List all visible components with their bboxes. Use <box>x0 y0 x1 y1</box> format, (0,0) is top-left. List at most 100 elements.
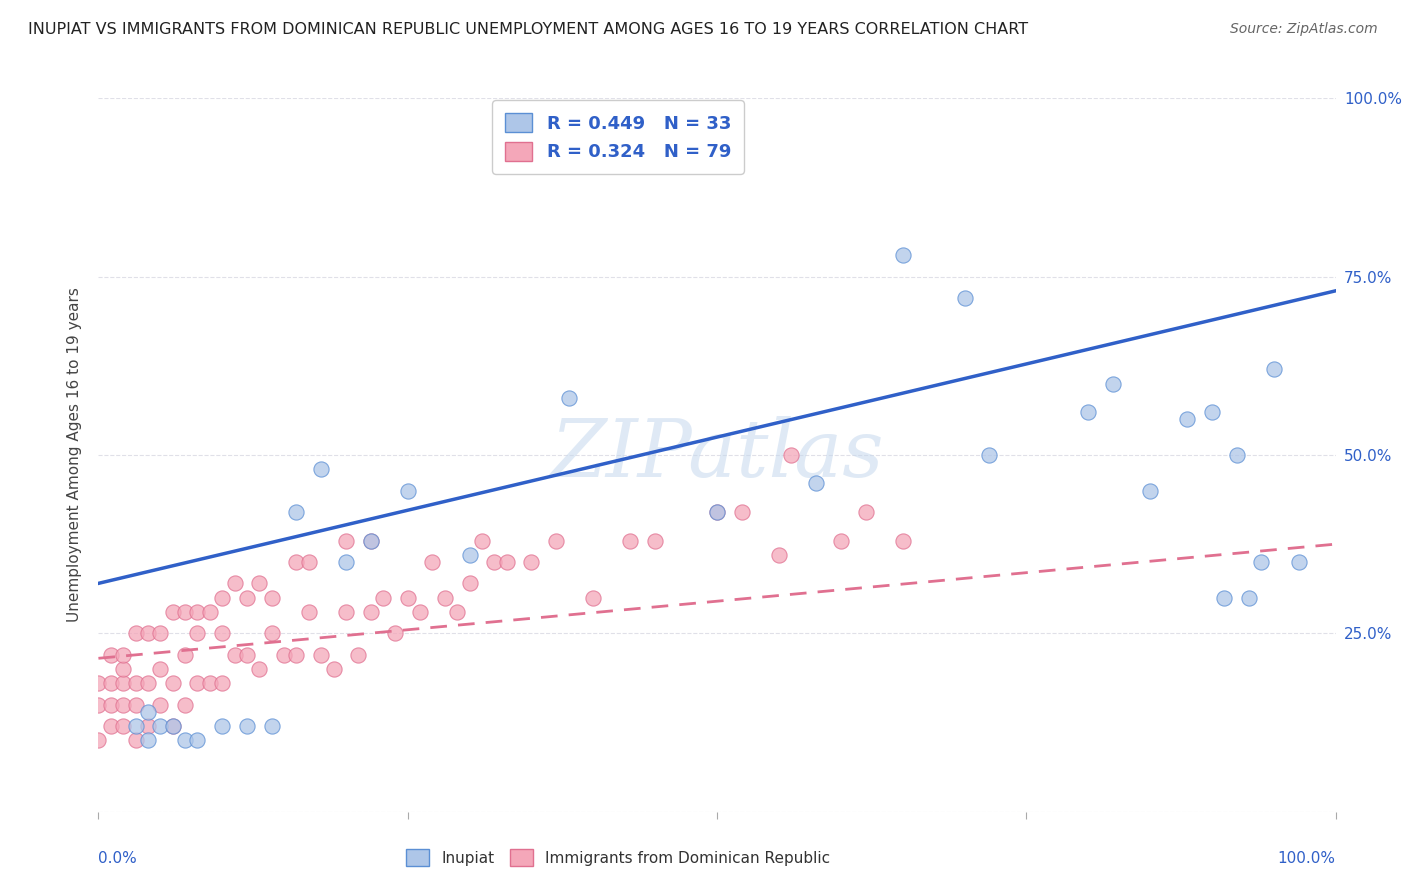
Point <box>396 591 419 605</box>
Point <box>198 676 221 690</box>
Point <box>112 662 135 676</box>
Point <box>186 676 208 690</box>
Text: 0.0%: 0.0% <box>98 851 138 866</box>
Point <box>211 626 233 640</box>
Point <box>495 555 517 569</box>
Point <box>409 605 432 619</box>
Point <box>224 648 246 662</box>
Point <box>100 648 122 662</box>
Point <box>396 483 419 498</box>
Point <box>87 676 110 690</box>
Point <box>1102 376 1125 391</box>
Point <box>124 698 146 712</box>
Point <box>582 591 605 605</box>
Point <box>87 698 110 712</box>
Point <box>211 719 233 733</box>
Point <box>1226 448 1249 462</box>
Point <box>360 605 382 619</box>
Point <box>162 676 184 690</box>
Point <box>619 533 641 548</box>
Point <box>285 505 308 519</box>
Point <box>198 605 221 619</box>
Point <box>644 533 666 548</box>
Point <box>953 291 976 305</box>
Point <box>484 555 506 569</box>
Point <box>422 555 444 569</box>
Point <box>768 548 790 562</box>
Point <box>149 698 172 712</box>
Point <box>87 733 110 747</box>
Point <box>1213 591 1236 605</box>
Point <box>136 719 159 733</box>
Point <box>979 448 1001 462</box>
Point <box>224 576 246 591</box>
Point <box>273 648 295 662</box>
Point <box>347 648 370 662</box>
Point <box>891 533 914 548</box>
Point <box>236 648 259 662</box>
Point <box>298 555 321 569</box>
Point <box>149 662 172 676</box>
Point <box>149 626 172 640</box>
Point <box>1288 555 1310 569</box>
Point <box>285 648 308 662</box>
Point <box>236 719 259 733</box>
Point <box>124 626 146 640</box>
Point <box>1139 483 1161 498</box>
Point <box>1175 412 1198 426</box>
Point <box>335 533 357 548</box>
Point <box>731 505 754 519</box>
Point <box>446 605 468 619</box>
Point <box>136 705 159 719</box>
Point <box>112 676 135 690</box>
Point <box>260 626 283 640</box>
Point <box>335 555 357 569</box>
Point <box>1201 405 1223 419</box>
Point <box>546 533 568 548</box>
Point <box>149 719 172 733</box>
Point <box>136 733 159 747</box>
Point <box>309 648 332 662</box>
Point <box>112 698 135 712</box>
Point <box>855 505 877 519</box>
Point <box>236 591 259 605</box>
Point <box>211 676 233 690</box>
Legend: Inupiat, Immigrants from Dominican Republic: Inupiat, Immigrants from Dominican Repub… <box>401 843 837 871</box>
Point <box>260 591 283 605</box>
Point <box>360 533 382 548</box>
Point <box>124 733 146 747</box>
Point <box>162 719 184 733</box>
Point <box>458 548 481 562</box>
Point <box>112 648 135 662</box>
Point <box>247 662 270 676</box>
Point <box>174 733 197 747</box>
Text: ZIPatlas: ZIPatlas <box>550 417 884 493</box>
Point <box>124 676 146 690</box>
Point <box>557 391 579 405</box>
Text: 100.0%: 100.0% <box>1278 851 1336 866</box>
Point <box>1250 555 1272 569</box>
Point <box>1077 405 1099 419</box>
Text: INUPIAT VS IMMIGRANTS FROM DOMINICAN REPUBLIC UNEMPLOYMENT AMONG AGES 16 TO 19 Y: INUPIAT VS IMMIGRANTS FROM DOMINICAN REP… <box>28 22 1028 37</box>
Point <box>211 591 233 605</box>
Point <box>520 555 543 569</box>
Point <box>162 719 184 733</box>
Point <box>100 719 122 733</box>
Point <box>260 719 283 733</box>
Point <box>458 576 481 591</box>
Point <box>433 591 456 605</box>
Point <box>371 591 394 605</box>
Point <box>335 605 357 619</box>
Text: Source: ZipAtlas.com: Source: ZipAtlas.com <box>1230 22 1378 37</box>
Point <box>804 476 827 491</box>
Point <box>285 555 308 569</box>
Point <box>891 248 914 262</box>
Point <box>471 533 494 548</box>
Point <box>322 662 344 676</box>
Point <box>112 719 135 733</box>
Point <box>100 676 122 690</box>
Point <box>186 626 208 640</box>
Point <box>124 719 146 733</box>
Point <box>174 648 197 662</box>
Point <box>162 605 184 619</box>
